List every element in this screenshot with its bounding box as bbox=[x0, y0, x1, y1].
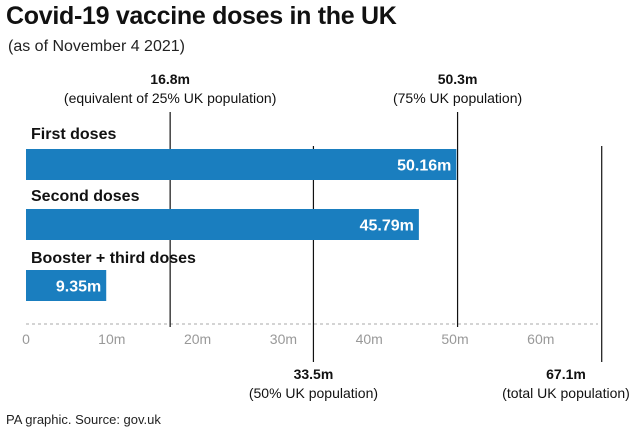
bar-value-label: 50.16m bbox=[397, 158, 451, 175]
bar-value-label: 45.79m bbox=[360, 218, 414, 235]
bar bbox=[26, 149, 457, 180]
category-label: Second doses bbox=[31, 188, 140, 205]
reference-description-label: (50% UK population) bbox=[249, 385, 378, 401]
reference-value-label: 50.3m bbox=[438, 71, 478, 87]
chart-title: Covid-19 vaccine doses in the UK bbox=[6, 2, 397, 30]
source-note: PA graphic. Source: gov.uk bbox=[6, 412, 161, 427]
bar bbox=[26, 270, 107, 301]
bar-value-label: 9.35m bbox=[56, 279, 101, 296]
reference-description-label: (total UK population) bbox=[502, 385, 630, 401]
x-tick-label: 50m bbox=[441, 331, 468, 347]
reference-value-label: 16.8m bbox=[150, 71, 190, 87]
x-tick-label: 20m bbox=[184, 331, 211, 347]
reference-description-label: (75% UK population) bbox=[393, 90, 522, 106]
category-label: First doses bbox=[31, 126, 116, 143]
x-tick-label: 0 bbox=[22, 331, 30, 347]
x-tick-label: 40m bbox=[356, 331, 383, 347]
x-tick-label: 10m bbox=[98, 331, 125, 347]
category-label: Booster + third doses bbox=[31, 250, 196, 267]
reference-value-label: 33.5m bbox=[294, 366, 334, 382]
reference-description-label: (equivalent of 25% UK population) bbox=[64, 90, 276, 106]
bar bbox=[26, 209, 419, 240]
x-tick-label: 30m bbox=[270, 331, 297, 347]
x-tick-label: 60m bbox=[527, 331, 554, 347]
chart-subtitle: (as of November 4 2021) bbox=[8, 38, 185, 55]
reference-value-label: 67.1m bbox=[546, 366, 586, 382]
